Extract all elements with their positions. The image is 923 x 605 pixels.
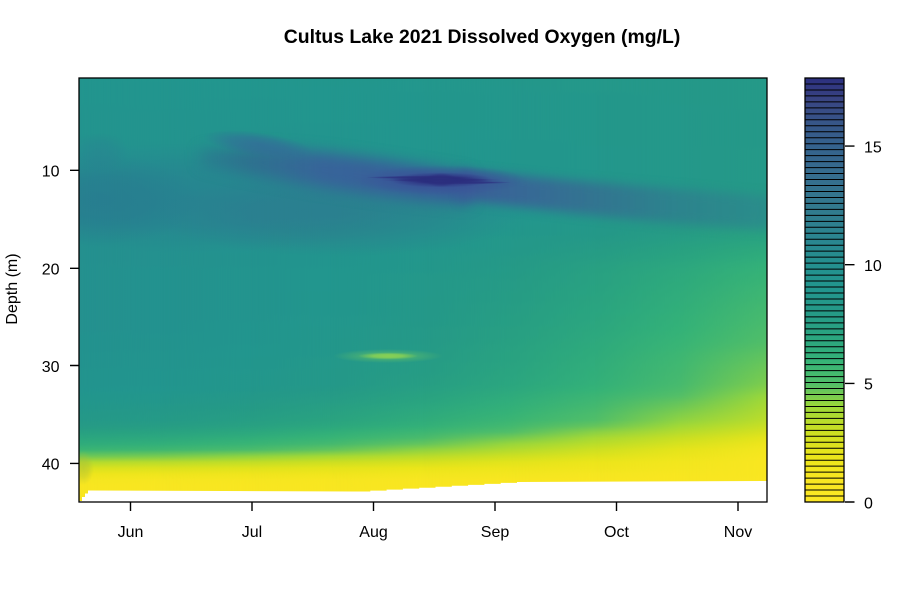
svg-text:0: 0 [864, 495, 873, 512]
svg-text:Sep: Sep [481, 524, 510, 541]
svg-text:30: 30 [42, 359, 60, 376]
svg-text:15: 15 [864, 139, 882, 156]
svg-text:Oct: Oct [604, 524, 629, 541]
svg-text:Aug: Aug [359, 524, 387, 541]
svg-text:Depth (m): Depth (m) [4, 253, 21, 324]
svg-text:40: 40 [42, 457, 60, 474]
svg-text:10: 10 [42, 164, 60, 181]
svg-text:5: 5 [864, 377, 873, 394]
svg-text:Jun: Jun [118, 524, 144, 541]
svg-text:Cultus Lake 2021 Dissolved Oxy: Cultus Lake 2021 Dissolved Oxygen (mg/L) [284, 26, 681, 48]
svg-text:10: 10 [864, 258, 882, 275]
svg-text:Jul: Jul [242, 524, 262, 541]
svg-text:20: 20 [42, 262, 60, 279]
svg-text:Nov: Nov [724, 524, 752, 541]
